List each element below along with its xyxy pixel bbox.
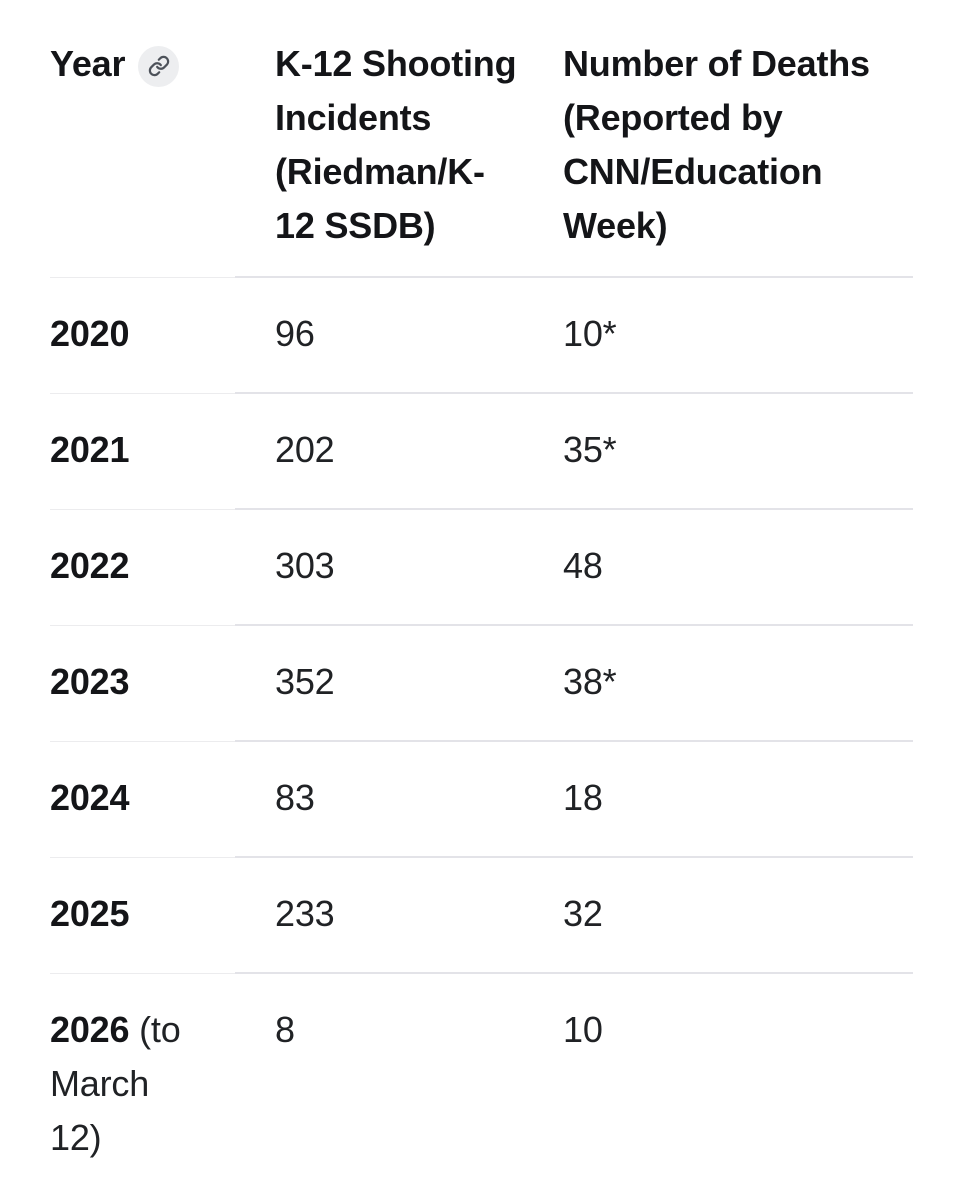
incidents-cell: 96 — [235, 276, 523, 393]
table-row: 2020 96 10* — [50, 276, 913, 393]
incidents-cell: 8 — [235, 972, 523, 1196]
year-value: 2023 — [50, 660, 130, 702]
year-header-label: Year — [50, 43, 126, 84]
incidents-cell: 83 — [235, 740, 523, 857]
deaths-cell: 18 — [523, 740, 913, 857]
year-note: (to March 12) — [50, 1008, 181, 1158]
year-cell: 2020 — [50, 276, 235, 393]
column-header-year: Year — [50, 37, 235, 277]
incidents-cell: 202 — [235, 392, 523, 509]
column-header-deaths: Number of Deaths (Reported by CNN/Educat… — [563, 43, 870, 246]
year-value: 2025 — [50, 892, 130, 934]
year-cell: 2024 — [50, 740, 235, 857]
deaths-cell: 10* — [523, 276, 913, 393]
data-table: Year K-12 Shooting Incidents (Riedman/K-… — [50, 37, 913, 1196]
year-cell: 2023 — [50, 624, 235, 741]
deaths-cell: 32 — [523, 856, 913, 973]
year-cell: 2022 — [50, 508, 235, 625]
year-value: 2021 — [50, 428, 130, 470]
deaths-cell: 48 — [523, 508, 913, 625]
table-row: 2021 202 35* — [50, 392, 913, 509]
column-header-incidents: K-12 Shooting Incidents (Riedman/K-12 SS… — [275, 43, 517, 246]
year-cell: 2026 (to March 12) — [50, 972, 235, 1196]
deaths-cell: 35* — [523, 392, 913, 509]
table-row: 2024 83 18 — [50, 740, 913, 857]
deaths-cell: 10 — [523, 972, 913, 1196]
table-row: 2022 303 48 — [50, 508, 913, 625]
citation-chip[interactable] — [138, 45, 180, 87]
year-value: 2022 — [50, 544, 130, 586]
table-row: 2026 (to March 12) 8 10 — [50, 972, 913, 1196]
table-row: 2023 352 38* — [50, 624, 913, 741]
deaths-cell: 38* — [523, 624, 913, 741]
header-row: Year K-12 Shooting Incidents (Riedman/K-… — [50, 37, 913, 277]
year-cell: 2025 — [50, 856, 235, 973]
incidents-cell: 303 — [235, 508, 523, 625]
year-value: 2026 — [50, 1008, 130, 1050]
link-icon — [148, 56, 169, 77]
incidents-cell: 352 — [235, 624, 523, 741]
table-row: 2025 233 32 — [50, 856, 913, 973]
incidents-cell: 233 — [235, 856, 523, 973]
year-value: 2024 — [50, 776, 130, 818]
year-cell: 2021 — [50, 392, 235, 509]
year-value: 2020 — [50, 312, 130, 354]
